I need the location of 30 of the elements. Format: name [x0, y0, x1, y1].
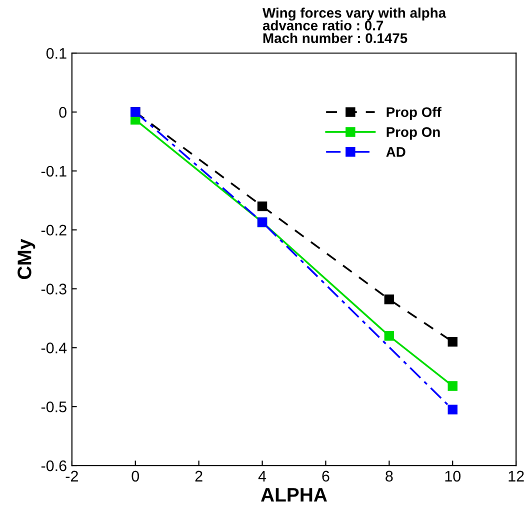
- y-tick-label: -0.1: [41, 166, 66, 177]
- x-tick-label: 6: [322, 470, 330, 482]
- x-tick-label: -2: [66, 470, 78, 482]
- point: [384, 331, 394, 341]
- legend-label: Prop On: [386, 127, 440, 140]
- y-tick-label: -0.5: [41, 401, 66, 412]
- point: [448, 381, 458, 391]
- x-tick-label: 2: [195, 470, 202, 482]
- x-tick-label: 8: [386, 470, 393, 482]
- chart-title: Wing forces vary with alpha: [262, 8, 446, 21]
- legend-label: Prop Off: [386, 106, 442, 120]
- y-axis-title: CMy: [18, 238, 36, 280]
- x-tick-label: 10: [445, 470, 461, 482]
- x-tick-label: 4: [258, 470, 266, 482]
- text: advance ratio : 0.7: [262, 20, 384, 30]
- point: [448, 404, 458, 414]
- y-tick-label: -0.3: [41, 284, 66, 294]
- x-tick-label: 12: [508, 470, 524, 482]
- x-axis-title: ALPHA: [260, 488, 327, 502]
- text: Mach number : 0.1475: [263, 32, 408, 44]
- x-tick-label: 0: [132, 470, 140, 482]
- point: [257, 201, 268, 212]
- y-tick-label: -0.2: [41, 224, 66, 236]
- point: [448, 336, 458, 347]
- y-tick-label: -0.4: [41, 342, 67, 354]
- legend-label: AD: [386, 147, 406, 157]
- y-tick-label: 0.1: [46, 48, 66, 59]
- y-tick-label: 0: [59, 106, 66, 118]
- y-tick-label: -0.6: [41, 460, 66, 472]
- point: [384, 294, 394, 304]
